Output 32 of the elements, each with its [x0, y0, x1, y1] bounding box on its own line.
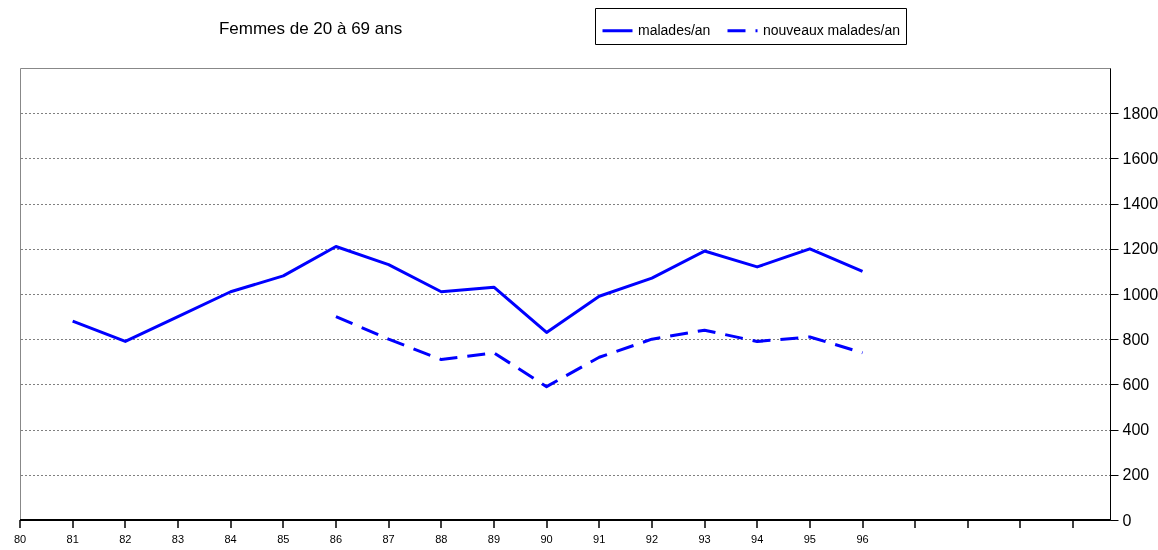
x-tick-label: 82: [119, 533, 132, 545]
x-tick-label: 81: [66, 533, 79, 545]
y-tick-label: 1600: [1122, 149, 1158, 167]
x-tick-label: 93: [698, 533, 711, 545]
x-tick-label: 90: [540, 533, 553, 545]
x-tick-label: 80: [13, 533, 27, 545]
line-series: [71, 245, 865, 343]
x-tick-label: 85: [277, 533, 290, 545]
y-tick-label: 1800: [1122, 104, 1158, 122]
x-tick-label: 83: [171, 533, 185, 545]
x-tick-label: 92: [645, 533, 659, 545]
y-tick-label: 0: [1122, 511, 1132, 529]
x-tick-label: 91: [593, 533, 606, 545]
x-tick-label: 89: [487, 533, 501, 545]
chart-title: Femmes de 20 à 69 ans: [218, 18, 403, 38]
y-tick-label: 800: [1122, 330, 1150, 348]
y-tick-label: 1400: [1122, 195, 1158, 213]
x-tick-label: 88: [435, 533, 448, 545]
y-tick-label: 1200: [1122, 240, 1158, 258]
x-tick-label: 95: [803, 533, 816, 545]
y-tick-label: 200: [1122, 466, 1150, 484]
x-tick-label: 96: [856, 533, 869, 545]
legend-label: nouveaux malades/an: [763, 21, 900, 38]
x-tick-label: 84: [224, 533, 237, 545]
x-tick-label: 87: [382, 533, 395, 545]
line-series: [334, 315, 865, 389]
x-tick-label: 94: [751, 533, 764, 545]
legend-label: malades/an: [638, 21, 711, 38]
x-tick-label: 86: [329, 533, 343, 545]
y-tick-label: 400: [1122, 421, 1150, 439]
y-tick-label: 1000: [1122, 285, 1158, 303]
y-tick-label: 600: [1122, 375, 1150, 393]
